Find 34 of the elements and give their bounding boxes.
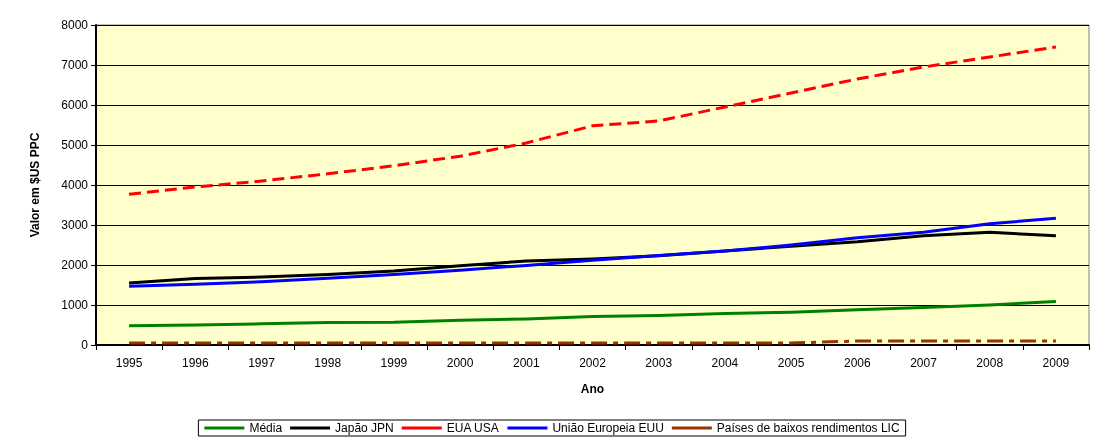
x-tick-label: 1998 — [314, 356, 342, 370]
x-tick-label: 2003 — [645, 356, 673, 370]
x-axis-title: Ano — [580, 382, 605, 396]
y-tick-label: 5000 — [61, 138, 89, 152]
line-series — [127, 299, 1058, 328]
y-tick-label: 0 — [81, 338, 89, 352]
x-tick-label: 2006 — [843, 356, 871, 370]
x-tick-label: 2007 — [910, 356, 938, 370]
line-series — [127, 216, 1058, 288]
x-tick-label: 1999 — [380, 356, 408, 370]
y-tick-label: 2000 — [61, 258, 89, 272]
y-tick-label: 7000 — [61, 58, 89, 72]
x-tick-label: 2005 — [777, 356, 805, 370]
legend-label: Países de baixos rendimentos LIC — [716, 421, 900, 435]
x-tick-label: 1995 — [115, 356, 143, 370]
x-tick-label: 2001 — [512, 356, 540, 370]
y-tick-label: 6000 — [61, 98, 89, 112]
x-tick-label: 2008 — [976, 356, 1004, 370]
legend-label: Japão JPN — [335, 421, 394, 435]
x-tick-label: 1996 — [181, 356, 209, 370]
y-axis-title: Valor em $US PPC — [28, 132, 42, 238]
x-tick-label: 2000 — [446, 356, 474, 370]
y-tick-label: 3000 — [61, 218, 89, 232]
y-tick-label: 4000 — [61, 178, 89, 192]
y-tick-label: 8000 — [61, 18, 89, 32]
legend-label: EUA USA — [446, 421, 499, 435]
legend-label: União Europeia EUU — [552, 421, 664, 435]
legend-label: Média — [249, 421, 283, 435]
x-tick-label: 2004 — [711, 356, 739, 370]
x-tick-label: 2009 — [1042, 356, 1070, 370]
x-tick-label: 2002 — [579, 356, 607, 370]
line-series — [127, 45, 1058, 196]
y-tick-label: 1000 — [61, 298, 89, 312]
x-tick-label: 1997 — [248, 356, 276, 370]
